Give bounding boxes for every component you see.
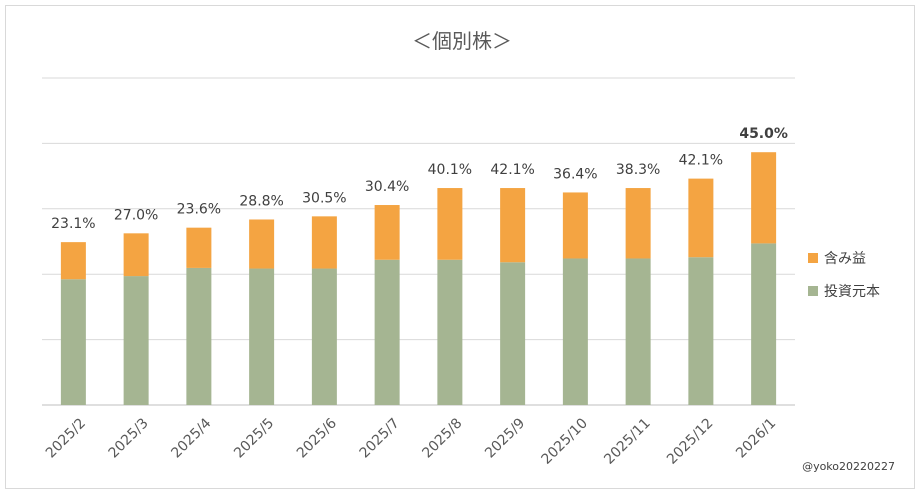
x-axis-ticks: 2025/2 2025/3 2025/4 2025/5 2025/6 2025/7 2025… — [43, 415, 779, 468]
data-label: 23.6% — [177, 202, 221, 218]
x-tick-label: 2025/5 — [231, 415, 277, 461]
bar-principal — [374, 259, 400, 405]
bar-gain — [123, 233, 149, 277]
data-label: 42.1% — [679, 153, 723, 169]
bar-principal — [186, 267, 212, 405]
legend-label: 含み益 — [824, 251, 866, 267]
bar-gain — [249, 219, 275, 269]
x-tick-label: 2025/12 — [664, 415, 716, 467]
x-tick-label: 2025/7 — [357, 415, 403, 461]
bar-principal — [437, 259, 463, 405]
bar-principal — [688, 257, 714, 405]
x-tick-label: 2025/4 — [168, 415, 214, 461]
x-tick-label: 2026/1 — [733, 415, 779, 461]
bar-principal — [249, 268, 275, 405]
data-label: 40.1% — [428, 162, 472, 178]
legend-swatch — [808, 286, 818, 296]
bar-gain — [625, 188, 651, 259]
legend-swatch — [808, 253, 818, 263]
data-label: 42.1% — [490, 162, 534, 178]
data-label: 28.8% — [239, 193, 283, 209]
x-tick-label: 2025/6 — [294, 415, 340, 461]
bar-gain — [311, 216, 337, 269]
data-label: 30.4% — [365, 179, 409, 195]
x-tick-label: 2025/9 — [482, 415, 528, 461]
chart-title: ＜個別株＞ — [412, 29, 512, 53]
bar-principal — [751, 243, 777, 405]
bar-gain — [60, 242, 86, 280]
x-tick-label: 2025/8 — [419, 415, 465, 461]
bar-principal — [625, 258, 651, 405]
legend-label: 投資元本 — [824, 284, 880, 300]
bar-principal — [60, 279, 86, 405]
x-tick-label: 2025/3 — [106, 415, 152, 461]
bar-gain — [751, 152, 777, 244]
bar-gain — [186, 227, 212, 268]
x-tick-label: 2025/2 — [43, 415, 89, 461]
bars — [60, 152, 777, 405]
data-labels: 23.1% 27.0% 23.6% 28.8% 30.5% 30.4% 40.1% 42.1%… — [51, 126, 788, 232]
x-tick-label: 2025/10 — [539, 415, 591, 467]
bar-gain — [374, 205, 400, 260]
x-tick-label: 2025/11 — [601, 415, 653, 467]
bar-principal — [500, 262, 526, 405]
bar-principal — [311, 268, 337, 405]
bar-gain — [500, 188, 526, 263]
data-label: 27.0% — [114, 207, 158, 223]
data-label: 23.1% — [51, 216, 95, 232]
data-label: 38.3% — [616, 162, 660, 178]
bar-gain — [437, 188, 463, 260]
bar-principal — [123, 276, 149, 405]
bar-gain — [688, 178, 714, 258]
gridlines — [42, 77, 795, 406]
bar-gain — [562, 192, 588, 259]
data-label: 36.4% — [553, 166, 597, 182]
data-label: 45.0% — [739, 126, 788, 142]
credit-text: @yoko20220227 — [802, 460, 895, 473]
bar-principal — [562, 258, 588, 405]
data-label: 30.5% — [302, 190, 346, 206]
